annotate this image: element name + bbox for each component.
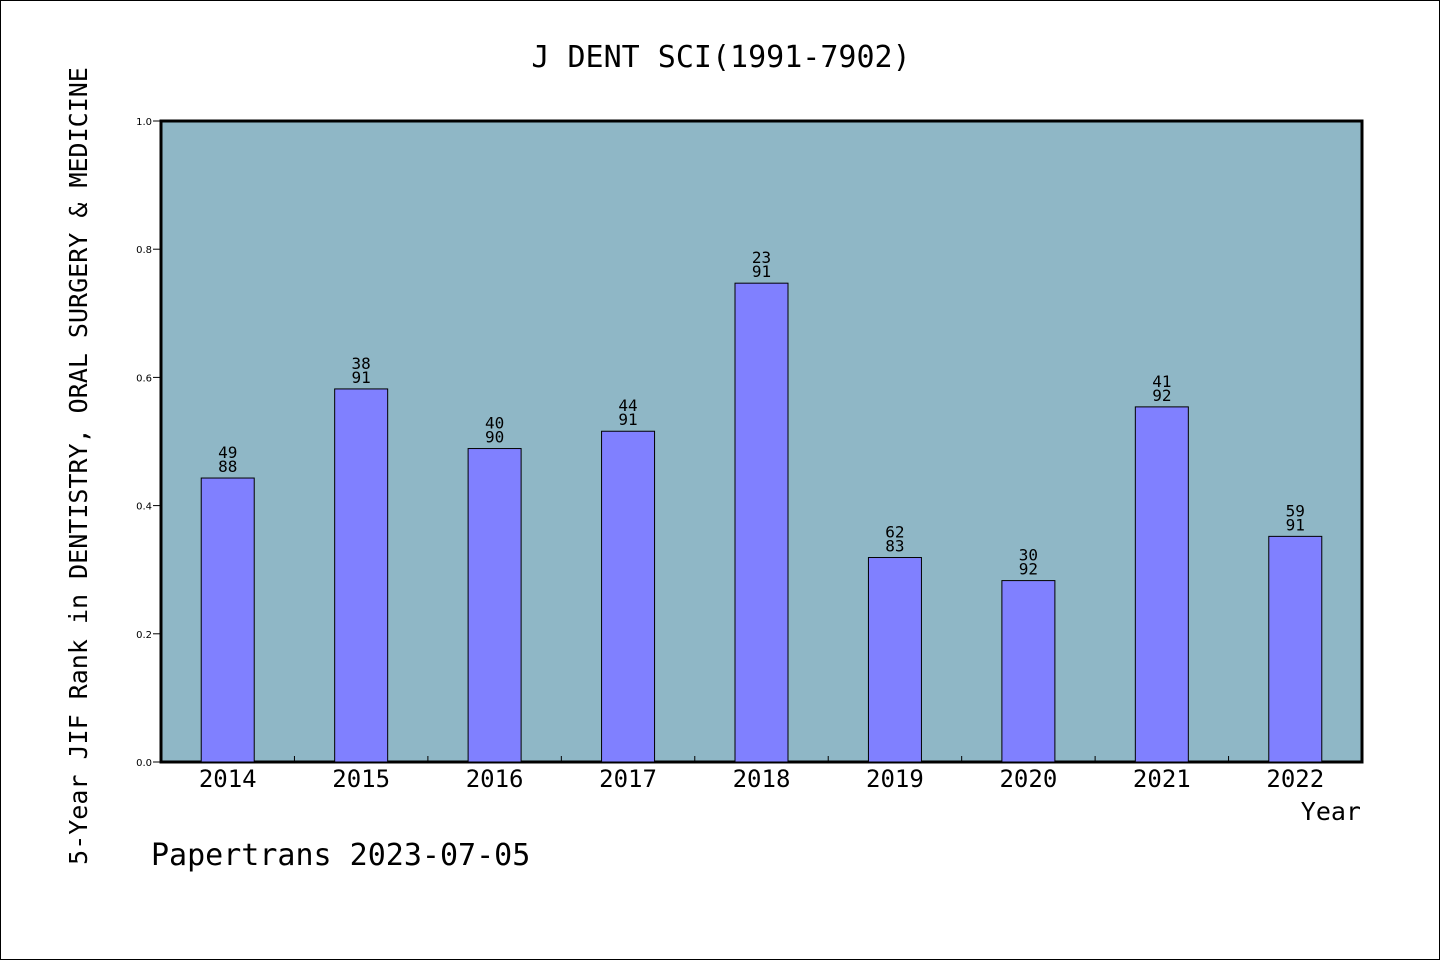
y-tick-label: 0.0 [136,758,152,769]
x-tick-label: 2020 [999,765,1057,793]
x-tick-label: 2019 [866,765,924,793]
bar-total-label: 91 [618,410,637,429]
bar-series [200,282,1323,763]
x-tick-label: 2022 [1266,765,1324,793]
bar-2019 [867,557,922,763]
bar-2021 [1134,406,1189,763]
y-tick-label: 0.6 [136,373,152,384]
bar-rank-label: 23 [752,248,771,267]
chart-title: J DENT SCI(1991-7902) [531,40,910,75]
bar-rank-label: 44 [618,396,637,415]
bar-2014 [200,477,255,763]
bar-total-label: 91 [752,262,771,281]
y-axis-label: 5-Year JIF Rank in DENTISTRY, ORAL SURGE… [64,67,93,865]
bar-rank-label: 38 [352,354,371,373]
bar-total-label: 88 [218,457,237,476]
y-tick-label: 0.2 [136,630,152,641]
bar-total-label: 90 [485,428,504,447]
bar-rank-label: 41 [1152,372,1171,391]
bar-2017 [601,430,656,763]
bar-total-label: 92 [1152,386,1171,405]
x-axis: 2014 2015 2016 2017 2018 2019 2020 2021 2022 [199,756,1324,793]
bar-2018 [734,282,789,763]
x-tick-label: 2014 [199,765,257,793]
x-tick-label: 2018 [733,765,791,793]
bar-2016 [467,448,522,763]
x-tick-label: 2016 [466,765,524,793]
footer-credit: Papertrans 2023-07-05 [151,838,530,873]
bar-2015 [334,388,389,763]
y-tick-label: 0.8 [136,245,152,256]
y-tick-label: 0.4 [136,502,152,513]
x-tick-label: 2021 [1133,765,1191,793]
y-axis: 0.0 0.2 0.4 0.6 0.8 1.0 [136,117,161,769]
y-tick-label: 1.0 [136,117,152,128]
bar-rank-label: 30 [1019,546,1038,565]
bar-total-label: 83 [885,537,904,556]
bar-total-label: 91 [1286,515,1305,534]
bar-total-label: 91 [352,368,371,387]
bar-rank-label: 49 [218,443,237,462]
x-axis-label: Year [1301,797,1361,826]
bar-total-label: 92 [1019,560,1038,579]
x-tick-label: 2015 [332,765,390,793]
bar-rank-label: 59 [1286,501,1305,520]
x-tick-label: 2017 [599,765,657,793]
bar-rank-label: 40 [485,414,504,433]
bar-2022 [1268,535,1323,763]
bar-rank-label: 62 [885,523,904,542]
bar-2020 [1001,580,1056,763]
